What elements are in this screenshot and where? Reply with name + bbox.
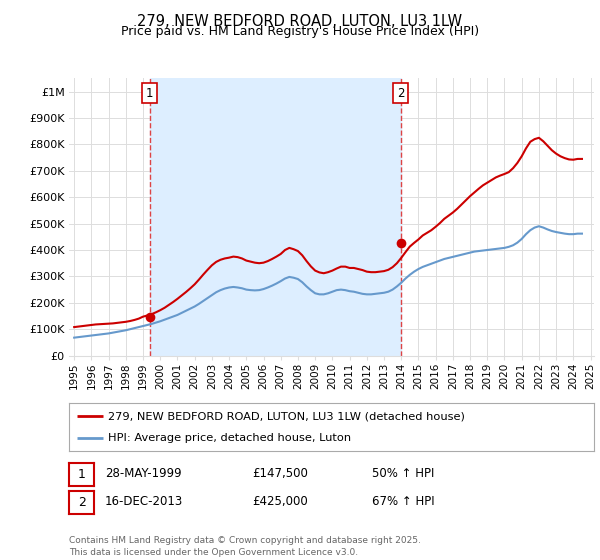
Text: 2: 2 xyxy=(77,496,86,509)
Text: 16-DEC-2013: 16-DEC-2013 xyxy=(105,494,183,508)
Text: 1: 1 xyxy=(146,87,154,100)
Text: 1: 1 xyxy=(77,468,86,481)
Text: 279, NEW BEDFORD ROAD, LUTON, LU3 1LW (detached house): 279, NEW BEDFORD ROAD, LUTON, LU3 1LW (d… xyxy=(109,411,465,421)
Text: 28-MAY-1999: 28-MAY-1999 xyxy=(105,466,182,480)
Bar xyxy=(149,78,401,356)
Text: £425,000: £425,000 xyxy=(252,494,308,508)
Text: Contains HM Land Registry data © Crown copyright and database right 2025.
This d: Contains HM Land Registry data © Crown c… xyxy=(69,536,421,557)
Text: 2: 2 xyxy=(397,87,404,100)
Text: Price paid vs. HM Land Registry's House Price Index (HPI): Price paid vs. HM Land Registry's House … xyxy=(121,25,479,38)
Text: HPI: Average price, detached house, Luton: HPI: Average price, detached house, Luto… xyxy=(109,433,352,443)
Text: 279, NEW BEDFORD ROAD, LUTON, LU3 1LW: 279, NEW BEDFORD ROAD, LUTON, LU3 1LW xyxy=(137,14,463,29)
Text: 67% ↑ HPI: 67% ↑ HPI xyxy=(372,494,434,508)
Text: £147,500: £147,500 xyxy=(252,466,308,480)
Text: 50% ↑ HPI: 50% ↑ HPI xyxy=(372,466,434,480)
